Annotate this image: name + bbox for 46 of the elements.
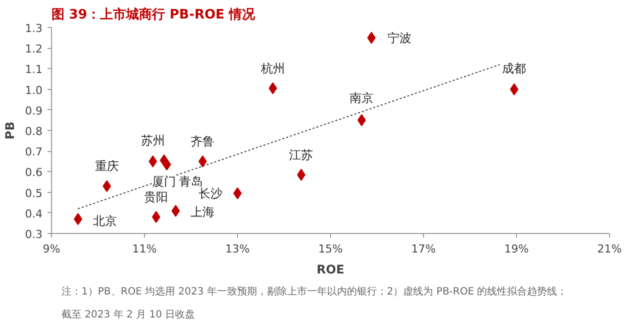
y-tick-label: 1.0 [25, 84, 43, 97]
annotation: 厦门 [152, 174, 176, 188]
x-tick-label: 19% [504, 242, 529, 256]
annotation: 南京 [350, 91, 374, 106]
y-tick-label: 0.9 [25, 104, 43, 118]
x-tick-label: 17% [411, 242, 436, 256]
annotation: 重庆 [94, 159, 119, 174]
annotation: 北京 [93, 214, 118, 228]
text: 截至 2023 年 2 月 10 日收盘 [62, 308, 196, 320]
annotation: 贵阳 [144, 190, 168, 204]
point [171, 204, 180, 217]
text: 注：1）PB、ROE 均选用 2023 年一致预期，剔除上市一年以内的银行；2）虚线为 PB-ROE 的线性拟合趋势线； [62, 286, 568, 298]
point [74, 213, 82, 226]
x-tick-label: 9% [42, 242, 60, 256]
x-tick-label: 13% [225, 242, 250, 256]
annotation: 青岛 [178, 174, 203, 188]
annotation: 江苏 [289, 148, 314, 162]
point [367, 32, 376, 44]
y-tick-label: 1.2 [25, 42, 43, 56]
point [233, 187, 242, 200]
annotation: 成都 [502, 61, 526, 76]
y-tick-label: 0.3 [25, 228, 43, 241]
chart-title: 图 39：上市城商行 PB-ROE 情况 [52, 6, 256, 22]
x-tick-label: 21% [597, 242, 622, 256]
y-tick-label: 0.4 [25, 207, 43, 220]
x-axis-title: ROE [316, 262, 344, 276]
annotation: 宁波 [387, 30, 412, 45]
y-tick-label: 1.1 [25, 63, 43, 76]
point [152, 211, 160, 224]
y-tick-label: 1.3 [25, 22, 43, 35]
y-axis-title: PB [3, 122, 18, 140]
annotation: 上海 [190, 204, 215, 219]
point [268, 82, 278, 94]
x-tick-label: 15% [318, 242, 343, 256]
annotation: 齐鲁 [190, 134, 215, 148]
annotation: 杭州 [260, 61, 285, 76]
x-tick-label: 11% [132, 242, 157, 256]
point [357, 114, 366, 126]
annotation: 苏州 [140, 133, 165, 148]
y-tick-label: 0.5 [25, 186, 43, 200]
y-tick-label: 0.6 [25, 166, 43, 180]
annotation: 长沙 [198, 186, 222, 200]
point [198, 155, 207, 168]
y-tick-label: 0.7 [25, 146, 43, 159]
point [148, 155, 158, 168]
y-tick-label: 0.8 [25, 125, 43, 138]
